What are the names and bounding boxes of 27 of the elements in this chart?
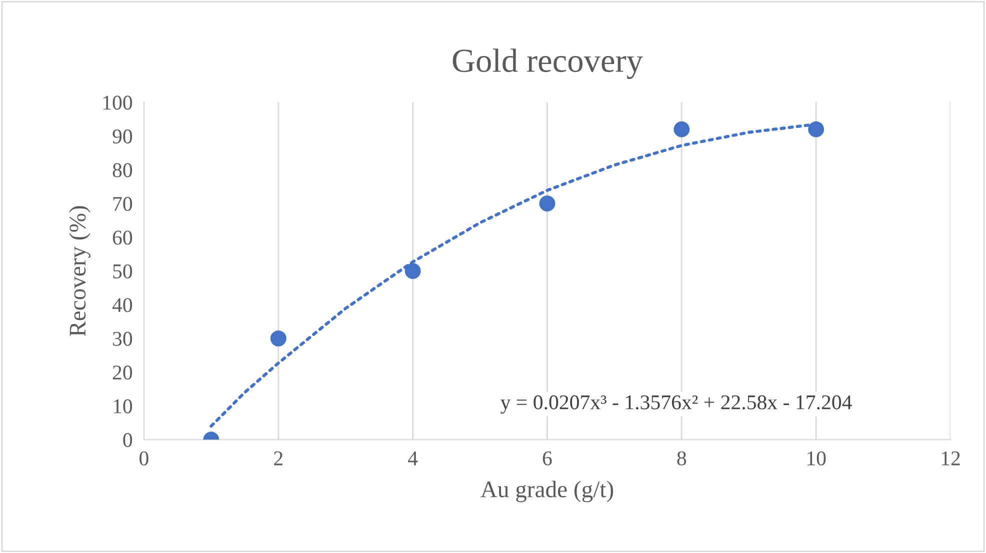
y-tick-label: 100 xyxy=(103,96,132,110)
x-tick-label: 12 xyxy=(942,451,960,466)
y-tick-label: 70 xyxy=(113,196,132,211)
y-tick-label: 40 xyxy=(112,298,132,312)
chart-title: Gold recovery xyxy=(452,48,643,79)
y-tick-label: 60 xyxy=(112,230,132,245)
x-tick-label: 2 xyxy=(274,451,282,466)
y-tick-label: 50 xyxy=(113,264,132,278)
x-axis-title: Au grade (g/t) xyxy=(480,480,614,502)
y-tick-label: 10 xyxy=(114,399,132,414)
x-tick-label: 6 xyxy=(542,451,552,466)
y-axis-title: Recovery (%) xyxy=(69,206,90,336)
point xyxy=(674,121,690,138)
x-tick-label: 10 xyxy=(807,451,826,466)
point xyxy=(404,262,421,279)
x-tick-label: 8 xyxy=(677,451,686,466)
annotation: y = 0.0207x³ - 1.3576x² + 22.58x - 17.204 xyxy=(500,395,852,414)
y-tick-label: 30 xyxy=(113,332,132,346)
x-tick-label: 0 xyxy=(140,451,148,466)
point xyxy=(808,121,824,138)
y-tick-label: 0 xyxy=(123,433,132,448)
y-tick-label: 90 xyxy=(112,129,132,144)
point xyxy=(270,330,286,346)
x-tick-label: 4 xyxy=(408,451,418,466)
y-tick-label: 20 xyxy=(112,366,132,380)
point xyxy=(539,196,556,212)
y-tick-label: 80 xyxy=(112,163,132,178)
